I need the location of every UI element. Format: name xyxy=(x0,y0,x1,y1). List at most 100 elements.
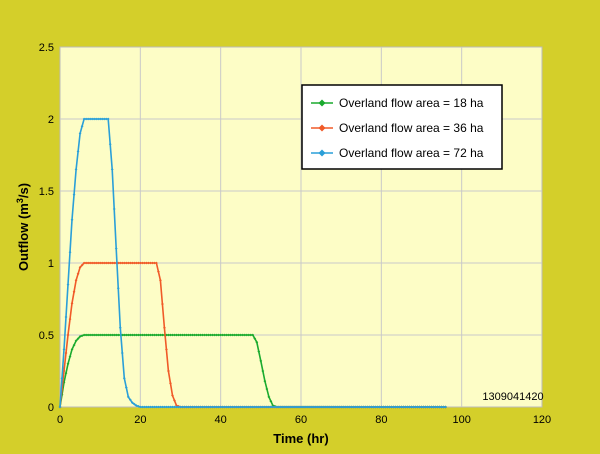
data-point xyxy=(138,405,142,409)
data-point xyxy=(243,333,247,337)
data-point xyxy=(150,405,154,409)
data-point xyxy=(375,405,379,409)
data-point xyxy=(88,117,92,121)
data-point xyxy=(66,362,70,366)
data-point xyxy=(203,405,206,409)
data-point xyxy=(173,333,176,337)
data-point xyxy=(183,405,186,409)
data-point xyxy=(418,405,421,409)
data-point xyxy=(120,351,124,355)
data-point xyxy=(259,359,263,363)
data-point xyxy=(183,333,186,337)
x-tick-label: 40 xyxy=(215,414,227,426)
data-point xyxy=(94,261,98,265)
data-point xyxy=(175,333,178,337)
data-point xyxy=(259,405,263,409)
data-point xyxy=(189,405,192,409)
data-point xyxy=(404,405,407,409)
data-point xyxy=(253,405,257,409)
data-point xyxy=(171,394,174,397)
data-point xyxy=(163,405,166,409)
data-point xyxy=(161,302,164,306)
data-point xyxy=(311,405,315,409)
data-point xyxy=(285,405,289,409)
data-point xyxy=(92,333,96,337)
data-point xyxy=(70,348,74,351)
data-point xyxy=(309,405,313,409)
data-point xyxy=(150,261,154,265)
data-point xyxy=(72,193,76,196)
data-point xyxy=(430,405,433,409)
data-point xyxy=(273,405,277,409)
data-point xyxy=(104,333,108,337)
data-point xyxy=(96,117,100,121)
data-point xyxy=(438,405,441,409)
data-point xyxy=(128,398,132,402)
legend-label: Overland flow area = 36 ha xyxy=(339,121,484,135)
data-point xyxy=(122,333,126,337)
data-point xyxy=(293,405,297,409)
data-point xyxy=(76,337,80,340)
data-point xyxy=(82,117,86,121)
data-point xyxy=(221,405,225,409)
data-point xyxy=(247,333,251,337)
data-point xyxy=(90,261,94,265)
data-point xyxy=(74,339,78,343)
data-point xyxy=(396,405,399,409)
data-point xyxy=(152,261,156,265)
x-tick-label: 0 xyxy=(57,414,63,426)
data-point xyxy=(283,405,287,409)
data-point xyxy=(239,405,243,409)
data-point xyxy=(303,405,307,409)
data-point xyxy=(269,399,273,403)
data-point xyxy=(325,405,329,409)
data-point xyxy=(155,405,158,409)
data-point xyxy=(140,405,144,409)
legend-item-1: Overland flow area = 36 ha xyxy=(311,121,484,135)
y-tick-label: 0.5 xyxy=(39,330,54,342)
data-point xyxy=(86,261,90,265)
data-point xyxy=(287,405,291,409)
data-point xyxy=(383,405,387,409)
data-point xyxy=(167,369,170,373)
data-point xyxy=(251,405,255,409)
data-point xyxy=(68,250,72,254)
data-point xyxy=(155,261,158,265)
data-point xyxy=(387,405,391,409)
data-point xyxy=(229,333,233,337)
data-point xyxy=(211,405,215,409)
data-point xyxy=(301,405,305,409)
y-axis-title-tail: /s) xyxy=(16,183,31,198)
data-point xyxy=(76,272,80,276)
data-point xyxy=(84,117,88,121)
data-point xyxy=(331,405,335,409)
data-point xyxy=(241,333,245,337)
data-point xyxy=(313,405,317,409)
data-point xyxy=(225,405,229,409)
data-point xyxy=(233,405,237,409)
data-point xyxy=(414,405,417,409)
data-point xyxy=(146,261,150,265)
data-point xyxy=(108,261,112,265)
data-point xyxy=(92,117,96,121)
data-point xyxy=(116,333,120,337)
data-point xyxy=(428,405,431,409)
data-point xyxy=(78,265,82,269)
data-point xyxy=(110,333,114,337)
data-point xyxy=(243,405,247,409)
data-point xyxy=(102,333,106,337)
data-point xyxy=(112,261,116,265)
data-point xyxy=(393,405,397,409)
data-point xyxy=(80,263,84,267)
data-point xyxy=(157,270,160,274)
data-point xyxy=(130,261,134,265)
data-point xyxy=(128,333,132,337)
data-point xyxy=(82,261,86,265)
legend: Overland flow area = 18 ha Overland flow … xyxy=(301,84,503,170)
data-point xyxy=(138,261,142,265)
data-point xyxy=(359,405,363,409)
data-point xyxy=(146,333,150,337)
data-point xyxy=(132,402,136,406)
data-point xyxy=(426,405,429,409)
data-point xyxy=(167,333,170,337)
